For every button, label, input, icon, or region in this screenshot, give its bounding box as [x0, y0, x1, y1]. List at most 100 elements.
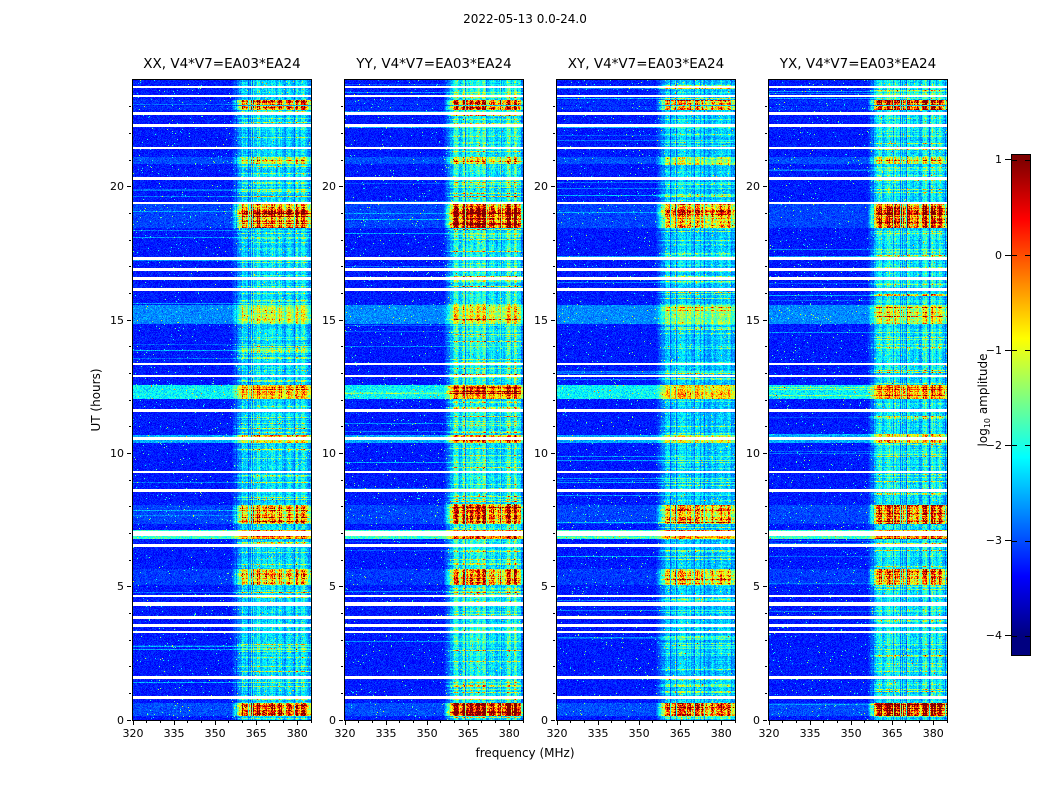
x-minor-tick-mark — [242, 721, 244, 723]
y-tick-mark — [763, 452, 767, 454]
y-tick-label: 5 — [329, 580, 336, 594]
x-tick-label: 365 — [457, 727, 479, 740]
colorbar-tick-mark — [1005, 349, 1011, 351]
x-minor-tick-mark — [782, 721, 784, 723]
y-tick-mark — [339, 319, 343, 321]
x-tick-label: 350 — [204, 727, 226, 740]
colorbar-label-sub: 10 — [983, 417, 993, 429]
spectrogram-panel-2 — [556, 79, 736, 721]
x-tick-label: 350 — [840, 727, 862, 740]
y-tick-mark — [127, 319, 131, 321]
x-tick-label: 350 — [628, 727, 650, 740]
x-tick-label: 320 — [758, 727, 780, 740]
y-minor-tick-mark — [341, 372, 343, 374]
y-tick-mark — [551, 186, 555, 188]
x-minor-tick-mark — [836, 721, 838, 723]
x-tick-label: 365 — [245, 727, 267, 740]
y-minor-tick-mark — [553, 399, 555, 401]
y-minor-tick-mark — [553, 239, 555, 241]
y-tick-mark — [551, 452, 555, 454]
y-minor-tick-mark — [765, 639, 767, 641]
x-tick-mark — [679, 721, 681, 725]
x-tick-mark — [385, 721, 387, 725]
y-minor-tick-mark — [129, 559, 131, 561]
y-minor-tick-mark — [341, 212, 343, 214]
y-minor-tick-mark — [341, 532, 343, 534]
y-minor-tick-mark — [553, 159, 555, 161]
y-tick-mark — [763, 186, 767, 188]
y-minor-tick-mark — [765, 159, 767, 161]
y-minor-tick-mark — [765, 692, 767, 694]
y-tick-label: 10 — [534, 446, 548, 460]
y-minor-tick-mark — [765, 292, 767, 294]
x-tick-label: 335 — [375, 727, 397, 740]
y-minor-tick-mark — [129, 239, 131, 241]
x-tick-label: 380 — [710, 727, 732, 740]
x-minor-tick-mark — [159, 721, 161, 723]
y-minor-tick-mark — [765, 266, 767, 268]
y-tick-label: 15 — [110, 313, 124, 327]
y-minor-tick-mark — [341, 639, 343, 641]
colorbar-tick-mark — [1005, 444, 1011, 446]
x-minor-tick-mark — [358, 721, 360, 723]
y-tick-label: 10 — [322, 446, 336, 460]
x-minor-tick-mark — [481, 721, 483, 723]
x-minor-tick-mark — [146, 721, 148, 723]
y-minor-tick-mark — [553, 559, 555, 561]
x-minor-tick-mark — [693, 721, 695, 723]
x-tick-mark — [556, 721, 558, 725]
spectrogram-panel-1 — [344, 79, 524, 721]
y-tick-label: 5 — [117, 580, 124, 594]
y-minor-tick-mark — [129, 346, 131, 348]
x-minor-tick-mark — [823, 721, 825, 723]
colorbar-gradient — [1012, 155, 1030, 655]
x-tick-mark — [132, 721, 134, 725]
spectrogram-panel-3 — [768, 79, 948, 721]
x-tick-mark — [173, 721, 175, 725]
y-tick-mark — [339, 452, 343, 454]
spectrogram-canvas-0 — [133, 80, 311, 720]
y-minor-tick-mark — [765, 399, 767, 401]
y-tick-mark — [763, 586, 767, 588]
y-minor-tick-mark — [341, 346, 343, 348]
x-minor-tick-mark — [269, 721, 271, 723]
y-tick-mark — [127, 586, 131, 588]
y-minor-tick-mark — [341, 132, 343, 134]
y-axis-label: UT (hours) — [89, 368, 103, 432]
y-tick-label: 0 — [753, 713, 760, 727]
y-minor-tick-mark — [129, 159, 131, 161]
y-tick-label: 0 — [117, 713, 124, 727]
x-minor-tick-mark — [919, 721, 921, 723]
y-minor-tick-mark — [129, 132, 131, 134]
y-tick-mark — [127, 452, 131, 454]
x-minor-tick-mark — [864, 721, 866, 723]
y-minor-tick-mark — [765, 666, 767, 668]
x-minor-tick-mark — [570, 721, 572, 723]
y-minor-tick-mark — [129, 506, 131, 508]
y-minor-tick-mark — [341, 612, 343, 614]
y-minor-tick-mark — [341, 106, 343, 108]
y-tick-mark — [551, 586, 555, 588]
spectrogram-panel-0 — [132, 79, 312, 721]
y-minor-tick-mark — [553, 212, 555, 214]
spectrogram-canvas-1 — [345, 80, 523, 720]
y-tick-label: 20 — [322, 180, 336, 194]
x-tick-label: 335 — [163, 727, 185, 740]
colorbar — [1011, 154, 1031, 656]
x-tick-mark — [768, 721, 770, 725]
y-minor-tick-mark — [553, 692, 555, 694]
y-minor-tick-mark — [341, 559, 343, 561]
y-minor-tick-mark — [129, 639, 131, 641]
x-tick-label: 335 — [799, 727, 821, 740]
y-minor-tick-mark — [765, 372, 767, 374]
y-minor-tick-mark — [129, 292, 131, 294]
y-tick-label: 15 — [322, 313, 336, 327]
x-minor-tick-mark — [399, 721, 401, 723]
x-minor-tick-mark — [946, 721, 948, 723]
colorbar-tick-label: −1 — [985, 343, 1002, 357]
y-tick-label: 10 — [110, 446, 124, 460]
y-minor-tick-mark — [341, 426, 343, 428]
y-tick-label: 20 — [534, 180, 548, 194]
x-minor-tick-mark — [624, 721, 626, 723]
